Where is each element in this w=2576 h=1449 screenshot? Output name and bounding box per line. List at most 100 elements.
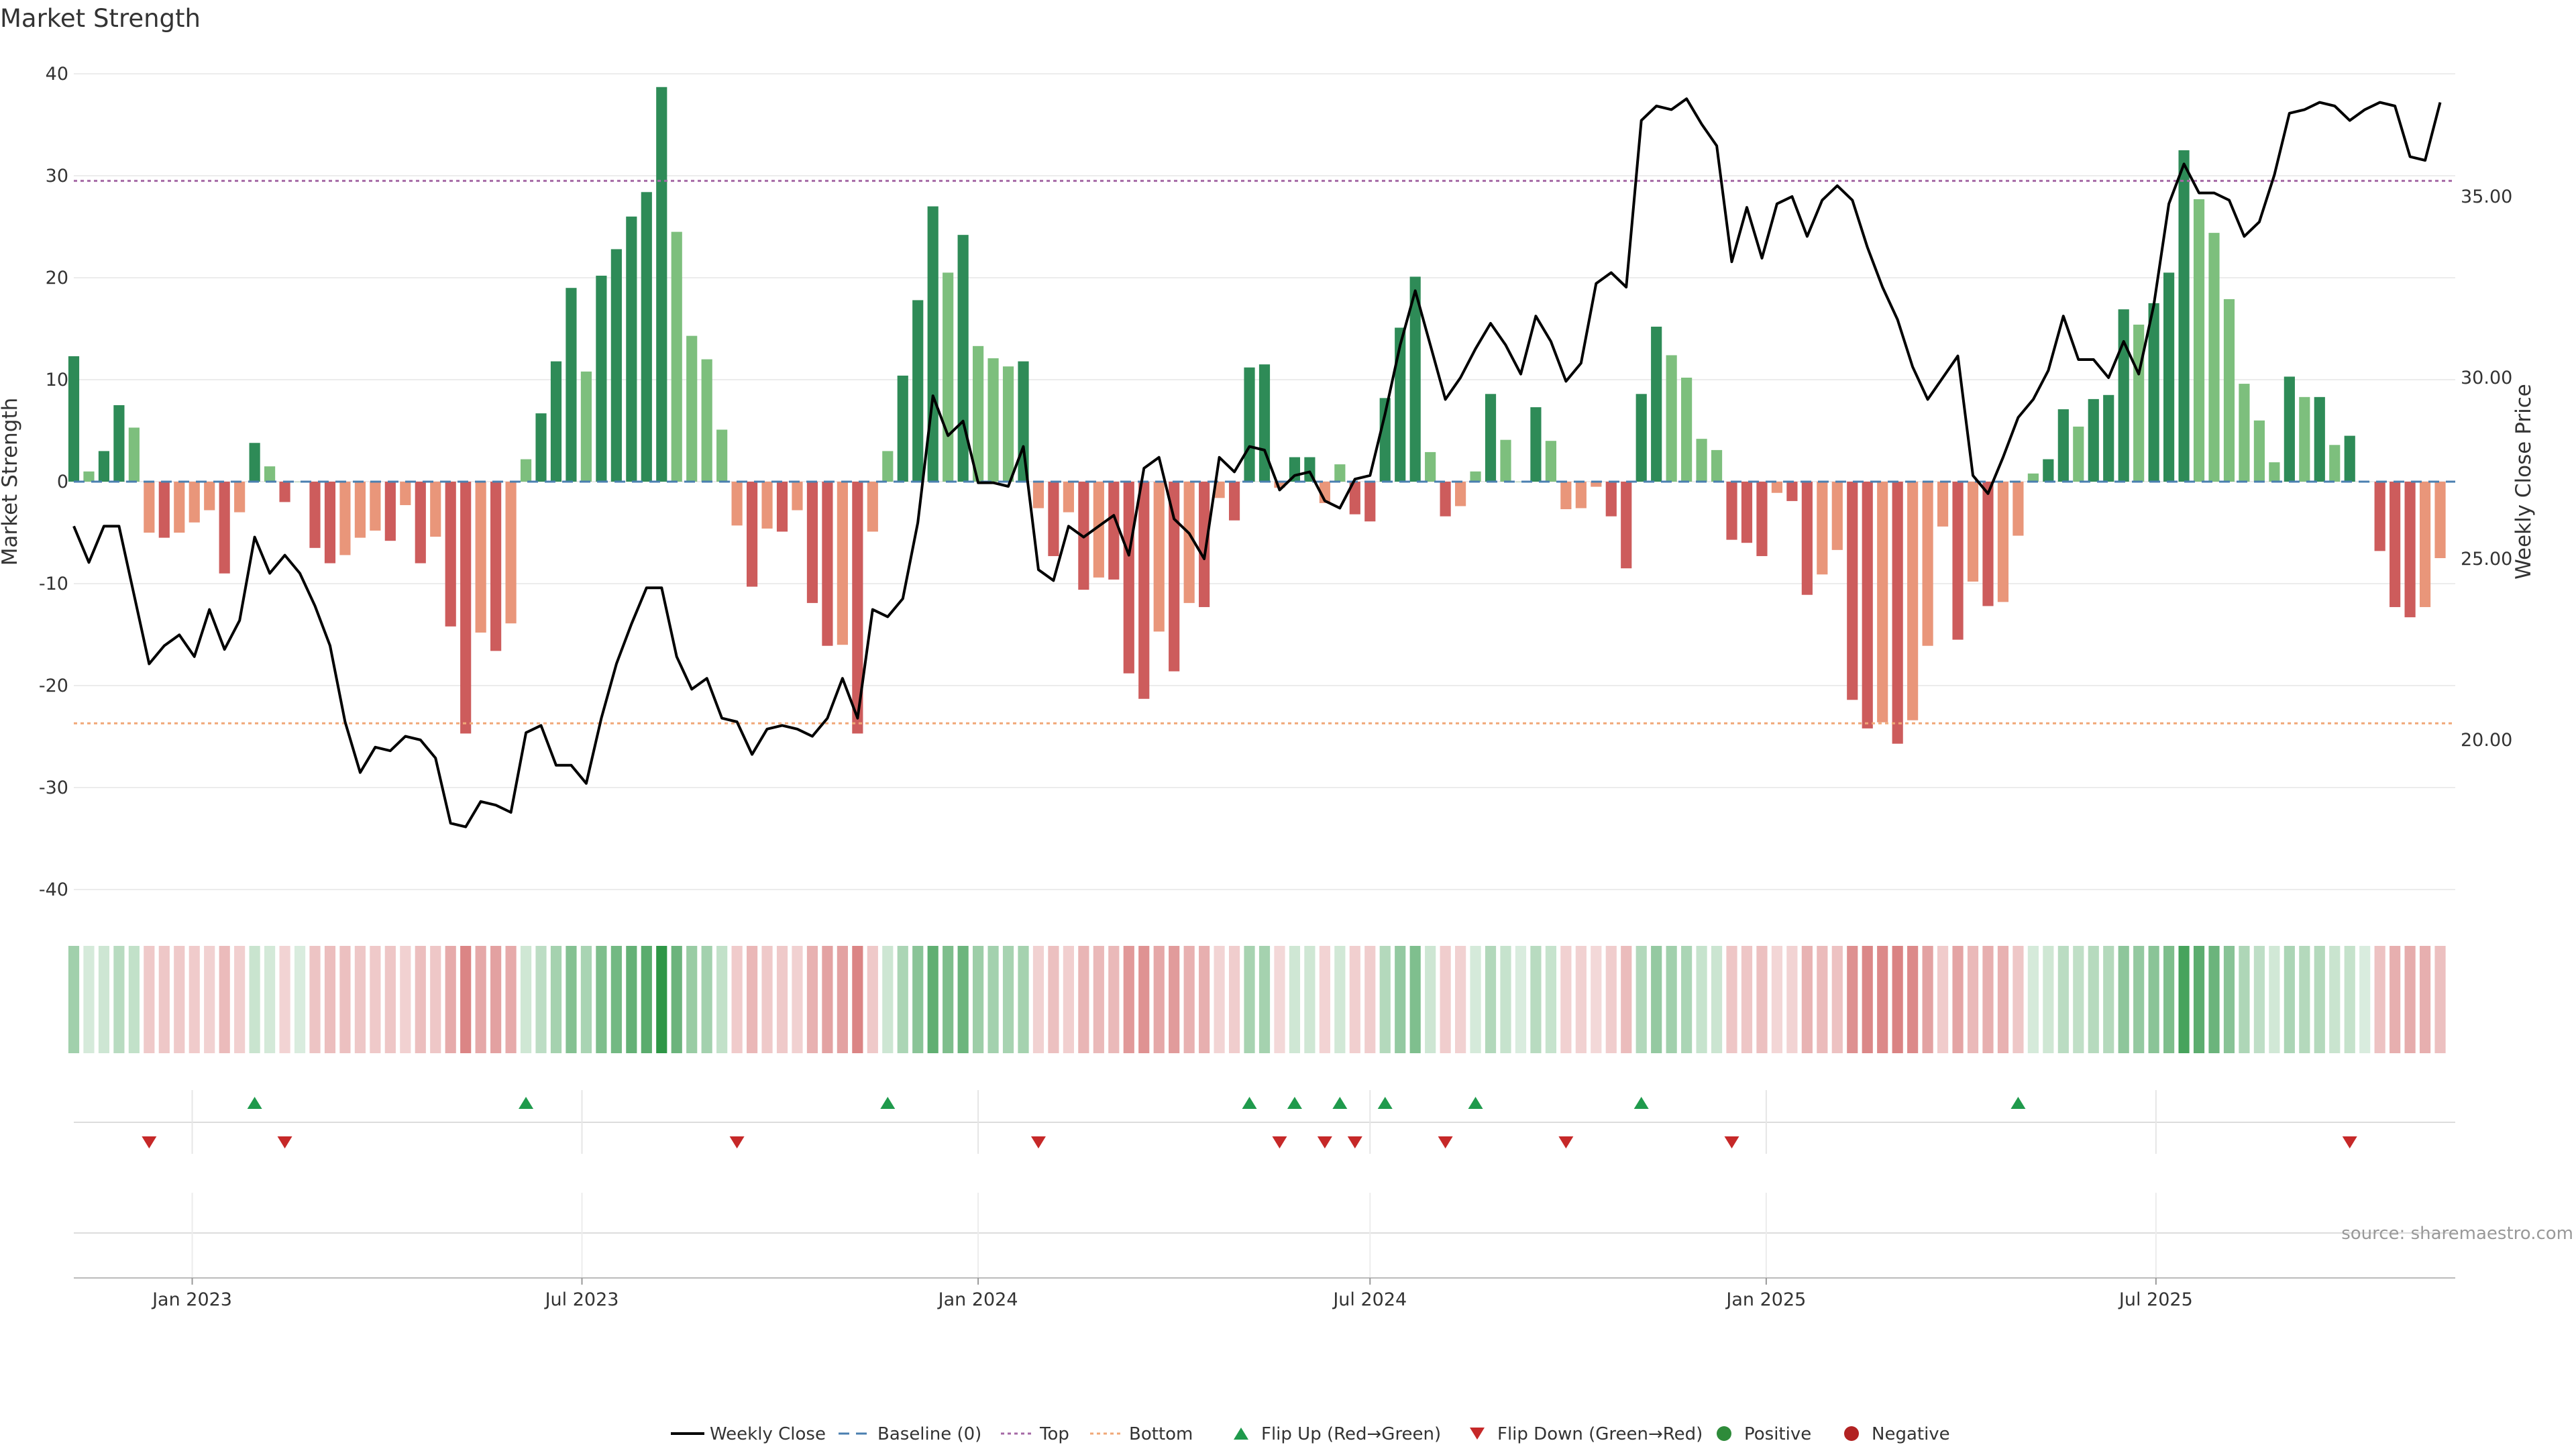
strength-strip-cell: [837, 946, 848, 1053]
strength-bar: [1153, 482, 1165, 632]
strength-strip-cell: [2239, 946, 2250, 1053]
strength-bar: [2073, 426, 2084, 482]
strength-bar: [1937, 482, 1949, 527]
strength-strip-cell: [2344, 946, 2355, 1053]
strength-bar: [339, 482, 351, 555]
strength-bar: [2374, 482, 2385, 551]
strength-bar: [1545, 441, 1556, 482]
strength-bar: [897, 375, 908, 482]
strength-strip-cell: [1018, 946, 1029, 1053]
strength-bar: [1485, 394, 1497, 482]
strength-bar: [1877, 482, 1888, 722]
legend-label: Flip Down (Green→Red): [1497, 1424, 1703, 1444]
strength-bar: [324, 482, 336, 564]
strength-strip-cell: [957, 946, 969, 1053]
strength-bar: [2088, 398, 2099, 482]
legend-label: Top: [1039, 1424, 1069, 1444]
strength-strip-cell: [1575, 946, 1587, 1053]
legend-swatch-negative: [1844, 1426, 1859, 1441]
strength-bar: [596, 275, 607, 482]
reference-lines: [74, 180, 2455, 724]
y-tick-label: -10: [39, 574, 68, 594]
strength-bar: [1862, 482, 1873, 729]
strength-bar: [912, 300, 924, 482]
strength-bar: [1018, 361, 1029, 482]
flip-down-marker: [277, 1136, 292, 1148]
strength-bar: [1032, 482, 1044, 508]
strength-bar: [1169, 482, 1180, 672]
y-tick-label: 30: [46, 166, 68, 186]
strength-bar: [1952, 482, 1964, 640]
y-axis-label: Market Strength: [0, 398, 22, 566]
strength-strip-cell: [701, 946, 712, 1053]
strength-strip-cell: [1455, 946, 1466, 1053]
strength-strip-cell: [596, 946, 607, 1053]
strength-strip-cell: [716, 946, 728, 1053]
flip-down-marker: [1347, 1136, 1362, 1148]
flip-down-marker: [1558, 1136, 1574, 1148]
strength-strip-cell: [1967, 946, 1979, 1053]
strength-strip-cell: [580, 946, 592, 1053]
strength-bar: [1123, 482, 1134, 674]
strength-bar: [776, 482, 788, 532]
strength-strip-cell: [671, 946, 682, 1053]
strength-strip-cell: [1545, 946, 1556, 1053]
strength-heat-strip: [68, 946, 2446, 1053]
strength-bar: [1108, 482, 1120, 580]
strength-strip-cell: [1862, 946, 1873, 1053]
strength-strip-cell: [535, 946, 547, 1053]
strength-strip-cell: [520, 946, 532, 1053]
strength-bar: [1892, 482, 1903, 744]
strength-strip-cell: [806, 946, 818, 1053]
strength-strip-cell: [761, 946, 773, 1053]
strength-strip-cell: [2193, 946, 2205, 1053]
legend-label: Weekly Close: [710, 1424, 826, 1444]
strength-strip-cell: [505, 946, 517, 1053]
strength-bar: [641, 192, 652, 482]
strength-bar: [98, 451, 110, 482]
strength-bar: [490, 482, 502, 651]
chart-title: Market Strength: [0, 4, 201, 33]
strength-strip-cell: [626, 946, 637, 1053]
strength-bar: [249, 443, 260, 482]
strength-bar: [1621, 482, 1632, 569]
strength-bar: [656, 87, 667, 482]
strength-bar: [1711, 449, 1723, 482]
strength-strip-cell: [68, 946, 80, 1053]
strength-bar: [1002, 366, 1014, 482]
flip-up-marker: [2010, 1097, 2026, 1109]
strength-bar: [1726, 482, 1737, 540]
strength-strip-cell: [2118, 946, 2129, 1053]
strength-strip-cell: [490, 946, 502, 1053]
legend-label: Bottom: [1129, 1424, 1193, 1444]
strength-bar: [806, 482, 818, 603]
strength-bar: [2239, 384, 2250, 482]
strength-strip-cell: [1801, 946, 1813, 1053]
strength-bar: [2163, 272, 2175, 482]
strength-strip-cell: [2434, 946, 2446, 1053]
strength-strip-cell: [1199, 946, 1210, 1053]
strength-strip-cell: [1952, 946, 1964, 1053]
strength-bar: [2434, 482, 2446, 558]
strength-bar: [852, 482, 863, 734]
strength-bar: [1048, 482, 1059, 556]
strength-strip-cell: [1907, 946, 1919, 1053]
legend-label: Flip Up (Red→Green): [1261, 1424, 1441, 1444]
strength-bar: [505, 482, 517, 624]
weekly-close-line: [72, 97, 2442, 828]
y2-tick-label: 20.00: [2461, 730, 2512, 751]
strength-strip-cell: [460, 946, 472, 1053]
strength-bar: [1349, 482, 1360, 515]
strength-bar: [1666, 355, 1677, 482]
strength-strip-cell: [415, 946, 426, 1053]
flip-down-marker: [1030, 1136, 1046, 1148]
strength-strip-cell: [1621, 946, 1632, 1053]
strength-bar: [144, 482, 155, 533]
strength-bar: [1138, 482, 1150, 699]
strength-bar: [1409, 276, 1421, 482]
strength-bar: [1470, 471, 1481, 482]
strength-bar: [400, 482, 411, 505]
strength-bar: [68, 356, 80, 482]
strength-strip-cell: [2329, 946, 2341, 1053]
strength-bar: [2103, 394, 2114, 482]
